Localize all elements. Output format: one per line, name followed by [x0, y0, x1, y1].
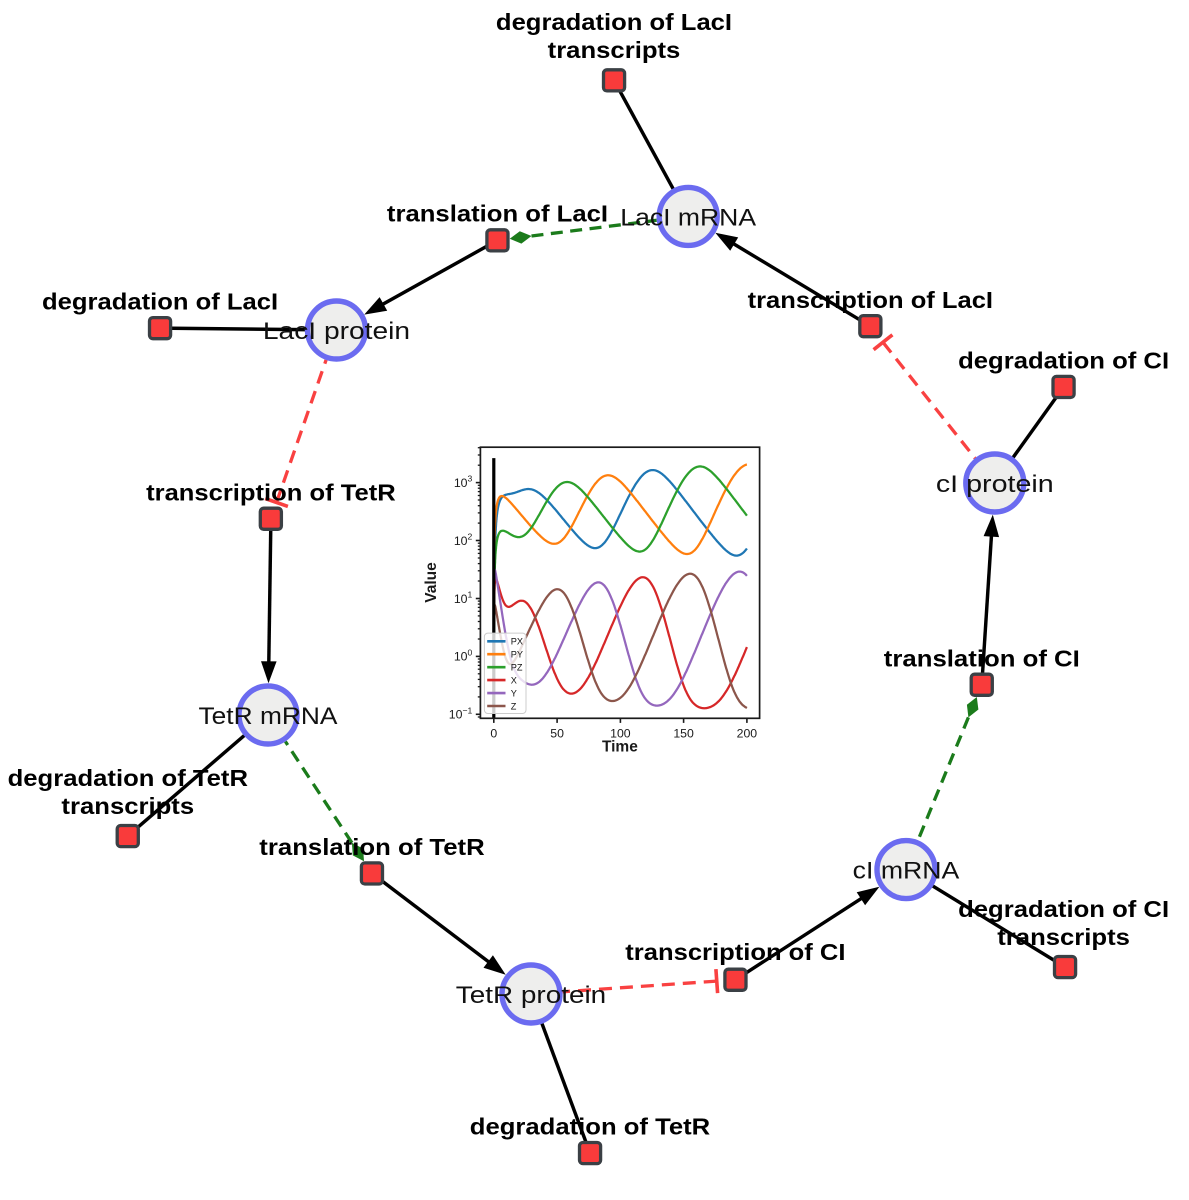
svg-text:translation of TetR: translation of TetR: [259, 834, 485, 860]
svg-text:transcripts: transcripts: [61, 793, 194, 819]
svg-text:cI mRNA: cI mRNA: [853, 858, 960, 885]
svg-text:degradation of LacI: degradation of LacI: [42, 289, 278, 315]
svg-text:TetR mRNA: TetR mRNA: [199, 703, 339, 730]
svg-text:Time: Time: [602, 739, 638, 756]
svg-text:degradation of TetR: degradation of TetR: [470, 1114, 711, 1140]
svg-text:Z: Z: [511, 701, 517, 711]
svg-text:TetR protein: TetR protein: [456, 982, 606, 1009]
svg-text:degradation of CI: degradation of CI: [958, 896, 1169, 922]
svg-text:LacI mRNA: LacI mRNA: [620, 204, 756, 231]
svg-text:transcription of TetR: transcription of TetR: [146, 479, 396, 505]
svg-text:200: 200: [737, 726, 758, 740]
svg-text:X: X: [511, 676, 517, 686]
svg-text:transcripts: transcripts: [997, 924, 1130, 950]
svg-text:100: 100: [610, 726, 631, 740]
svg-text:PY: PY: [511, 650, 523, 660]
svg-text:transcription of CI: transcription of CI: [625, 939, 845, 965]
svg-text:cI protein: cI protein: [936, 471, 1054, 498]
svg-text:PX: PX: [511, 637, 523, 647]
svg-text:degradation of LacI: degradation of LacI: [496, 9, 732, 35]
svg-text:translation of CI: translation of CI: [884, 645, 1080, 671]
svg-text:transcription of LacI: transcription of LacI: [748, 287, 993, 313]
svg-text:degradation of TetR: degradation of TetR: [8, 765, 249, 791]
svg-text:translation of LacI: translation of LacI: [387, 200, 608, 226]
svg-text:LacI protein: LacI protein: [263, 318, 410, 345]
svg-text:0: 0: [490, 726, 497, 740]
svg-text:Value: Value: [423, 562, 440, 603]
svg-text:Y: Y: [511, 689, 517, 699]
svg-text:degradation of CI: degradation of CI: [958, 348, 1169, 374]
svg-text:PZ: PZ: [511, 663, 523, 673]
svg-text:transcripts: transcripts: [548, 37, 681, 63]
svg-text:50: 50: [550, 726, 564, 740]
svg-text:150: 150: [673, 726, 694, 740]
